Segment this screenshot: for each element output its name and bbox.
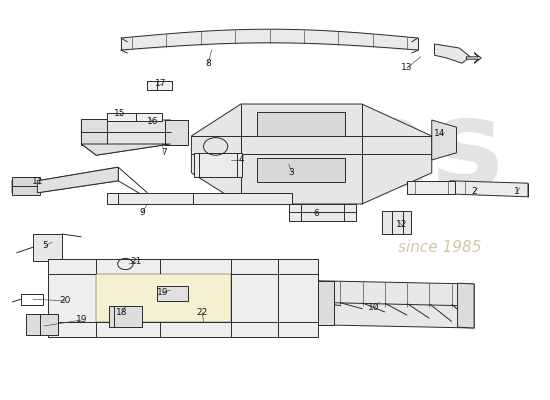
- Text: 7: 7: [161, 148, 167, 157]
- Polygon shape: [191, 104, 432, 204]
- Text: 6: 6: [314, 210, 319, 218]
- Polygon shape: [26, 314, 58, 335]
- Text: 19: 19: [157, 288, 168, 297]
- Text: 9: 9: [139, 208, 145, 217]
- Text: 1: 1: [514, 188, 520, 196]
- Polygon shape: [318, 281, 474, 328]
- Text: 3: 3: [289, 168, 294, 176]
- Text: 17: 17: [155, 80, 166, 88]
- Polygon shape: [81, 119, 107, 145]
- Polygon shape: [165, 120, 188, 145]
- Polygon shape: [96, 274, 231, 322]
- Text: 4: 4: [238, 156, 244, 164]
- Text: 13: 13: [402, 64, 412, 72]
- Text: 22: 22: [197, 308, 208, 317]
- Polygon shape: [48, 259, 318, 337]
- Text: 14: 14: [434, 130, 446, 138]
- Text: a passion for parts: a passion for parts: [289, 291, 393, 301]
- Text: 20: 20: [59, 296, 70, 305]
- Text: 19: 19: [76, 316, 87, 324]
- Text: es: es: [349, 94, 504, 210]
- Polygon shape: [466, 53, 481, 63]
- Polygon shape: [136, 113, 162, 121]
- Polygon shape: [257, 112, 345, 136]
- Polygon shape: [318, 281, 334, 325]
- Polygon shape: [382, 211, 411, 234]
- Text: 18: 18: [117, 308, 128, 317]
- Text: 11: 11: [32, 178, 43, 186]
- Text: 16: 16: [147, 118, 158, 126]
- Polygon shape: [432, 120, 456, 160]
- Polygon shape: [434, 44, 470, 63]
- Polygon shape: [450, 181, 528, 197]
- Text: since 1985: since 1985: [398, 240, 482, 256]
- Text: 8: 8: [205, 60, 211, 68]
- Polygon shape: [147, 81, 172, 90]
- Polygon shape: [107, 193, 292, 204]
- Text: 12: 12: [396, 220, 407, 229]
- Polygon shape: [37, 167, 118, 193]
- Text: 10: 10: [368, 304, 379, 312]
- Polygon shape: [257, 158, 345, 182]
- Text: 21: 21: [131, 258, 142, 266]
- Polygon shape: [407, 181, 455, 194]
- Polygon shape: [33, 234, 62, 261]
- Polygon shape: [458, 283, 474, 328]
- Polygon shape: [194, 153, 242, 177]
- Polygon shape: [81, 144, 170, 155]
- Text: 2: 2: [471, 188, 477, 196]
- Polygon shape: [109, 306, 142, 327]
- Polygon shape: [81, 120, 187, 155]
- Polygon shape: [12, 167, 118, 193]
- Polygon shape: [12, 177, 40, 195]
- Text: 5: 5: [42, 242, 48, 250]
- Text: 15: 15: [114, 110, 125, 118]
- Polygon shape: [289, 204, 356, 221]
- Polygon shape: [107, 113, 136, 121]
- Polygon shape: [157, 286, 188, 301]
